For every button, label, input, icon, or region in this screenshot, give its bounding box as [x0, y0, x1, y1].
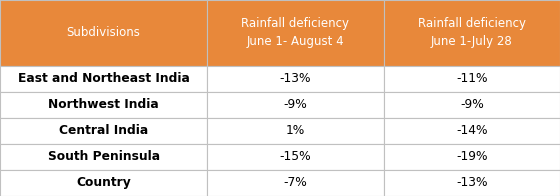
Bar — [0, 118, 207, 144]
Text: -13%: -13% — [456, 176, 488, 190]
Text: -9%: -9% — [460, 98, 484, 111]
Bar — [0, 170, 207, 196]
Text: -14%: -14% — [456, 124, 488, 137]
Bar — [207, 0, 384, 66]
Bar — [207, 92, 384, 118]
Bar — [207, 118, 384, 144]
Text: -7%: -7% — [283, 176, 307, 190]
Bar — [207, 144, 384, 170]
Text: Rainfall deficiency
June 1- August 4: Rainfall deficiency June 1- August 4 — [241, 17, 349, 48]
Bar — [384, 92, 560, 118]
Text: -11%: -11% — [456, 72, 488, 85]
Bar — [0, 92, 207, 118]
Bar — [0, 66, 207, 92]
Text: South Peninsula: South Peninsula — [48, 150, 160, 163]
Bar — [384, 0, 560, 66]
Bar — [0, 0, 207, 66]
Bar — [207, 66, 384, 92]
Text: Country: Country — [76, 176, 131, 190]
Text: -19%: -19% — [456, 150, 488, 163]
Text: East and Northeast India: East and Northeast India — [18, 72, 189, 85]
Text: -9%: -9% — [283, 98, 307, 111]
Text: 1%: 1% — [286, 124, 305, 137]
Text: Rainfall deficiency
June 1-July 28: Rainfall deficiency June 1-July 28 — [418, 17, 526, 48]
Bar — [384, 66, 560, 92]
Bar — [0, 144, 207, 170]
Text: -15%: -15% — [279, 150, 311, 163]
Text: Subdivisions: Subdivisions — [67, 26, 141, 39]
Bar — [207, 170, 384, 196]
Text: Central India: Central India — [59, 124, 148, 137]
Bar — [384, 118, 560, 144]
Text: Northwest India: Northwest India — [48, 98, 159, 111]
Bar — [384, 144, 560, 170]
Bar — [384, 170, 560, 196]
Text: -13%: -13% — [279, 72, 311, 85]
